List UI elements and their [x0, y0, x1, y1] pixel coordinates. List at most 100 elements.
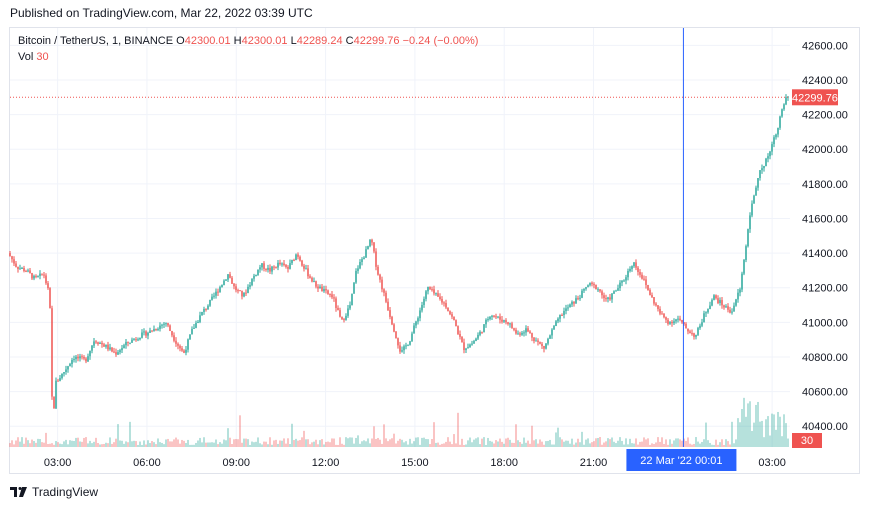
volume-bar — [527, 440, 529, 447]
symbol-name: Bitcoin / TetherUS, 1, BINANCE — [18, 35, 174, 47]
volume-bar — [647, 438, 649, 447]
candle-body — [149, 330, 151, 333]
volume-bar — [687, 437, 689, 447]
candle-body — [233, 283, 235, 287]
volume-bar — [373, 426, 375, 447]
candle-body — [325, 289, 327, 291]
volume-bar — [387, 441, 389, 447]
price-axis: 42600.00 42400.00 42200.00 42000.00 41800.00… — [44, 40, 848, 469]
volume-bar — [675, 438, 677, 447]
volume-bar — [191, 444, 193, 447]
candle-body — [27, 270, 29, 272]
candle-body — [775, 134, 777, 138]
volume-bar — [221, 443, 223, 447]
candle-body — [663, 313, 665, 318]
volume-bar — [167, 438, 169, 447]
volume-bar — [459, 444, 461, 447]
candle-body — [259, 267, 261, 270]
volume-bar — [483, 437, 485, 447]
volume-bar — [683, 438, 685, 447]
volume-bar — [565, 440, 567, 447]
candle-body — [623, 280, 625, 282]
volume-bar — [407, 444, 409, 447]
candle-body — [301, 260, 303, 266]
candle-body — [281, 263, 283, 265]
candle-body — [11, 256, 13, 260]
candle-body — [105, 344, 107, 347]
candle-body — [303, 265, 305, 269]
volume-bar — [59, 443, 61, 447]
candle-body — [503, 320, 505, 322]
candle-body — [543, 345, 545, 349]
candle-body — [161, 324, 163, 326]
volume-bar — [151, 441, 153, 447]
volume-bar — [89, 440, 91, 447]
candle-body — [279, 262, 281, 265]
candle-body — [183, 350, 185, 353]
volume-bar — [331, 438, 333, 447]
volume-bar — [629, 438, 631, 447]
volume-bar — [753, 422, 755, 447]
candle-body — [273, 266, 275, 268]
candle-body — [547, 338, 549, 344]
volume-bar — [493, 443, 495, 447]
volume-bar — [633, 443, 635, 447]
volume-bar — [649, 444, 651, 447]
volume-bar — [475, 438, 477, 447]
volume-bar — [783, 414, 785, 447]
volume-bar — [381, 443, 383, 447]
volume-bar — [551, 444, 553, 447]
candle-body — [209, 299, 211, 306]
volume-bar — [393, 433, 395, 447]
grid-lines — [10, 28, 790, 447]
candle-body — [381, 279, 383, 290]
volume-bar — [593, 441, 595, 447]
volume-bar — [195, 442, 197, 447]
volume-bar — [441, 443, 443, 447]
volume-bar — [521, 443, 523, 447]
volume-bar — [113, 442, 115, 447]
candle-body — [529, 331, 531, 334]
candle-body — [763, 166, 765, 169]
candle-body — [481, 331, 483, 333]
volume-bar — [545, 441, 547, 447]
candle-body — [403, 346, 405, 351]
volume-bar — [657, 437, 659, 447]
volume-bar — [739, 422, 741, 447]
candle-body — [621, 280, 623, 283]
candle-body — [39, 273, 41, 276]
candle-body — [591, 282, 593, 285]
volume-bar — [405, 441, 407, 447]
volume-bar — [413, 441, 415, 447]
candle-body — [143, 331, 145, 333]
volume-bar — [41, 442, 43, 447]
volume-bar — [749, 401, 751, 447]
candle-body — [63, 372, 65, 374]
volume-bar — [771, 413, 773, 447]
candle-body — [627, 271, 629, 278]
volume-bar — [607, 438, 609, 447]
volume-bar — [77, 437, 79, 447]
last-price-tag — [792, 89, 838, 106]
candle-body — [537, 340, 539, 342]
footer-brand[interactable]: TradingView — [10, 485, 98, 499]
candle-body — [477, 334, 479, 339]
volume-bar — [395, 443, 397, 447]
y-tick-label: 42200.00 — [802, 110, 848, 122]
volume-bar — [145, 444, 147, 447]
candle-body — [47, 283, 49, 289]
volume-bar — [357, 435, 359, 447]
candle-body — [329, 293, 331, 295]
volume-bar — [463, 444, 465, 447]
volume-bar — [523, 437, 525, 447]
candle-body — [219, 287, 221, 293]
volume-bar — [707, 440, 709, 447]
volume-bar — [209, 442, 211, 447]
volume-bar — [313, 441, 315, 447]
volume-bar — [141, 444, 143, 447]
volume-bar — [743, 397, 745, 447]
volume-bar — [425, 439, 427, 447]
volume-bar — [353, 443, 355, 447]
volume-bar — [257, 437, 259, 447]
